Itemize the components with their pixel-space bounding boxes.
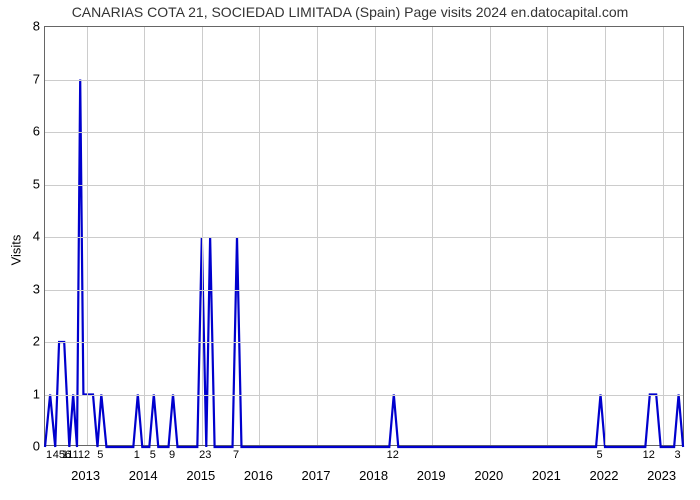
x-tick-label-year: 2023	[647, 468, 676, 483]
y-tick-label: 3	[6, 281, 40, 296]
grid-line-v	[375, 27, 376, 445]
grid-line-h	[45, 185, 683, 186]
x-tick-label-year: 2017	[302, 468, 331, 483]
x-tick-label-year: 2022	[590, 468, 619, 483]
y-tick-label: 0	[6, 439, 40, 454]
x-tick-label-month: 5	[150, 449, 156, 461]
x-tick-label-year: 2021	[532, 468, 561, 483]
grid-line-v	[605, 27, 606, 445]
x-tick-label-month: 23	[199, 449, 211, 461]
chart-title: CANARIAS COTA 21, SOCIEDAD LIMITADA (Spa…	[0, 4, 700, 20]
x-tick-label-year: 2016	[244, 468, 273, 483]
x-tick-label-month: 11112	[62, 449, 90, 461]
x-tick-label-month: 12	[387, 449, 399, 461]
grid-line-h	[45, 132, 683, 133]
x-tick-label-year: 2014	[129, 468, 158, 483]
visits-line	[45, 80, 683, 448]
x-tick-label-month: 9	[169, 449, 175, 461]
y-tick-label: 4	[6, 229, 40, 244]
x-tick-label-month: 1	[134, 449, 140, 461]
x-tick-label-month: 5	[596, 449, 602, 461]
grid-line-v	[259, 27, 260, 445]
x-tick-label-month: 12	[643, 449, 655, 461]
grid-line-v	[547, 27, 548, 445]
x-tick-label-month: 1	[46, 449, 52, 461]
plot-area	[44, 26, 684, 446]
y-tick-label: 1	[6, 386, 40, 401]
x-tick-label-year: 2015	[186, 468, 215, 483]
y-tick-label: 7	[6, 71, 40, 86]
grid-line-v	[87, 27, 88, 445]
x-tick-label-year: 2019	[417, 468, 446, 483]
y-tick-label: 6	[6, 124, 40, 139]
grid-line-v	[663, 27, 664, 445]
grid-line-h	[45, 395, 683, 396]
y-tick-label: 2	[6, 334, 40, 349]
grid-line-v	[317, 27, 318, 445]
grid-line-v	[432, 27, 433, 445]
x-tick-label-year: 2018	[359, 468, 388, 483]
grid-line-h	[45, 342, 683, 343]
plot-outer	[44, 26, 684, 446]
x-tick-label-year: 2020	[474, 468, 503, 483]
grid-line-h	[45, 80, 683, 81]
grid-line-v	[144, 27, 145, 445]
grid-line-h	[45, 290, 683, 291]
y-tick-label: 8	[6, 19, 40, 34]
y-tick-label: 5	[6, 176, 40, 191]
x-tick-label-month: 3	[675, 449, 681, 461]
grid-line-h	[45, 237, 683, 238]
x-tick-label-month: 7	[233, 449, 239, 461]
x-tick-label-year: 2013	[71, 468, 100, 483]
x-tick-label-month: 5	[97, 449, 103, 461]
chart-container: CANARIAS COTA 21, SOCIEDAD LIMITADA (Spa…	[0, 0, 700, 500]
grid-line-v	[202, 27, 203, 445]
grid-line-v	[490, 27, 491, 445]
